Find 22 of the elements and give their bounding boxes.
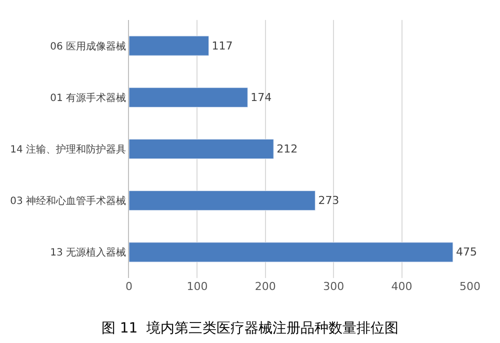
y-tick-label: 14 注输、护理和防护器具: [10, 144, 126, 156]
x-tick-label: 200: [254, 280, 276, 293]
x-tick-label: 300: [323, 280, 344, 293]
data-label: 117: [212, 39, 233, 52]
data-label: 273: [318, 194, 340, 208]
bar: [129, 190, 316, 211]
data-label: 174: [250, 90, 272, 104]
bar: [129, 87, 248, 108]
x-tick-label: 500: [460, 280, 480, 293]
y-tick-label: 06 医用成像器械: [50, 40, 126, 52]
bar: [129, 138, 274, 160]
data-label: 475: [456, 246, 477, 259]
text: 图 11 境内第三类医疗器械注册品种数量排位图: [101, 320, 399, 337]
x-tick-label: 100: [186, 280, 208, 293]
bar: [129, 36, 210, 56]
bar: [129, 242, 454, 262]
x-tick-label: 400: [391, 280, 412, 293]
y-tick-label: 01 有源手术器械: [50, 92, 126, 104]
x-tick-label: 0: [126, 280, 132, 293]
data-label: 212: [276, 142, 298, 156]
y-tick-label: 13 无源植入器械: [50, 246, 126, 259]
y-tick-label: 03 神经和心血管手术器械: [10, 195, 126, 208]
